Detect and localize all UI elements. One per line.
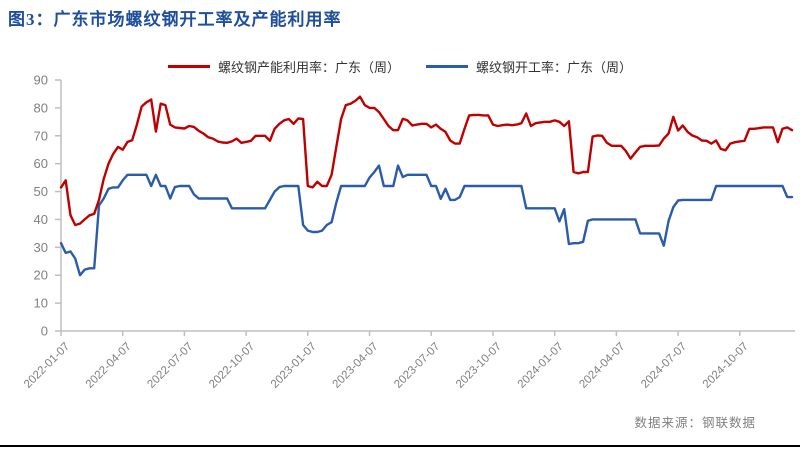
y-axis-label: 80: [34, 100, 48, 115]
x-axis-label: 2023-01-07: [269, 341, 319, 391]
x-axis-label: 2024-04-07: [577, 341, 627, 391]
figure-title: 图3：广东市场螺纹钢开工率及产能利用率: [8, 10, 342, 29]
legend-line-swatch-blue: [426, 65, 468, 68]
x-axis-label: 2024-07-07: [639, 341, 689, 391]
chart-legend: 螺纹钢产能利用率：广东（周） 螺纹钢开工率：广东（周）: [0, 57, 800, 76]
y-axis-label: 10: [34, 296, 48, 311]
x-axis-label: 2022-01-07: [22, 341, 72, 391]
y-axis-label: 50: [34, 184, 48, 199]
y-axis-label: 30: [34, 240, 48, 255]
data-source-note: 数据来源：钢联数据: [634, 416, 756, 430]
x-axis-label: 2023-04-07: [331, 341, 381, 391]
y-axis-label: 60: [34, 156, 48, 171]
y-axis-label: 0: [41, 324, 48, 339]
y-axis-label: 20: [34, 268, 48, 283]
legend-label-operating-rate: 螺纹钢开工率：广东（周）: [476, 60, 633, 75]
y-axis-label: 40: [34, 212, 48, 227]
x-axis-label: 2022-04-07: [84, 341, 134, 391]
y-axis-label: 70: [34, 128, 48, 143]
capacity-utilization-line: [59, 95, 794, 227]
x-axis-label: 2023-10-07: [454, 341, 504, 391]
legend-label-capacity-utilization: 螺纹钢产能利用率：广东（周）: [217, 60, 400, 75]
x-axis-label: 2022-07-07: [145, 341, 195, 391]
x-axis-label: 2022-10-07: [207, 341, 257, 391]
operating-rate-line: [59, 164, 794, 277]
legend-item-capacity-utilization: 螺纹钢产能利用率：广东（周）: [167, 57, 400, 76]
bottom-divider: [0, 445, 800, 447]
legend-item-operating-rate: 螺纹钢开工率：广东（周）: [426, 57, 632, 76]
x-axis-label: 2024-01-07: [516, 341, 566, 391]
x-axis-label: 2023-07-07: [392, 341, 442, 391]
y-axis-label: 90: [34, 73, 48, 88]
x-axis-label: 2024-10-07: [701, 341, 751, 391]
legend-line-swatch-red: [167, 65, 210, 68]
